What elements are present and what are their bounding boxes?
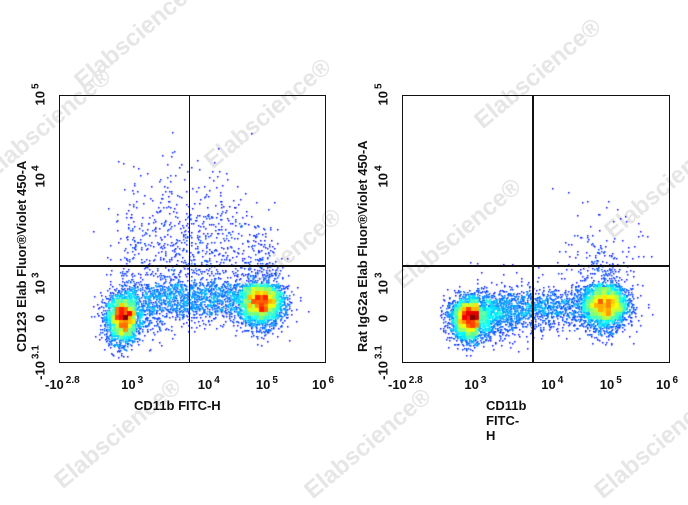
tick-base: 0 <box>375 314 391 323</box>
tick-base: 10 <box>121 377 136 392</box>
x-tick-label: 10 4 <box>198 375 220 392</box>
tick-exponent: 3 <box>30 272 42 278</box>
plot-frame <box>59 95 326 363</box>
tick-exponent: 4 <box>557 375 564 386</box>
watermark: Elabscience® <box>589 382 688 505</box>
plot-frame <box>402 95 670 363</box>
tick-exponent: 5 <box>616 375 622 386</box>
tick-base: 10 <box>312 377 327 392</box>
tick-base: 10 <box>541 377 556 392</box>
y-tick-label: 105 <box>374 75 391 115</box>
tick-base: 10 <box>599 377 615 392</box>
tick-base: 10 <box>375 173 391 188</box>
tick-base: 10 <box>375 279 391 295</box>
tick-base: -10 <box>45 377 64 392</box>
tick-base: 10 <box>32 91 48 106</box>
tick-exponent: 4 <box>30 165 42 172</box>
tick-exponent: 5 <box>30 83 42 90</box>
x-tick-label: 10 4 <box>541 375 563 392</box>
tick-exponent: 5 <box>373 83 385 90</box>
tick-base: -10 <box>32 361 48 380</box>
x-tick-label: 10 6 <box>312 375 334 392</box>
x-tick-label: -10 2.8 <box>45 375 80 392</box>
tick-exponent: 3.1 <box>373 345 385 360</box>
y-tick-label: 103 <box>31 263 48 303</box>
tick-base: 10 <box>32 173 48 188</box>
tick-exponent: 6 <box>672 375 679 386</box>
y-axis-label: CD123 Elab Fluor®Violet 450-A <box>14 160 29 352</box>
tick-base: 10 <box>375 91 391 106</box>
x-tick-label: 10 3 <box>464 375 486 392</box>
tick-base: -10 <box>388 377 407 392</box>
tick-exponent: 4 <box>214 375 220 386</box>
tick-base: 0 <box>32 314 48 323</box>
tick-base: 10 <box>464 377 479 392</box>
x-axis-label: CD11b FITC-H <box>486 398 527 443</box>
x-tick-label: 10 5 <box>600 375 622 392</box>
quadrant-gate-horizontal[interactable] <box>59 265 326 267</box>
tick-exponent: 2.8 <box>408 375 423 386</box>
tick-base: -10 <box>375 361 391 380</box>
tick-exponent: 3.1 <box>30 345 42 360</box>
plot-cd123: -10 2.8 10 3 10 4 10 5 10 6 -103.1 0 103 104 105 CD11b … <box>0 0 344 490</box>
x-tick-label: 10 6 <box>656 375 678 392</box>
x-axis-label: CD11b FITC-H <box>134 398 221 413</box>
quadrant-gate-vertical[interactable] <box>532 95 534 363</box>
tick-exponent: 5 <box>272 375 278 386</box>
tick-exponent: 3 <box>373 272 385 278</box>
event-dots <box>402 95 670 363</box>
plot-isotype: -10 2.8 10 3 10 4 10 5 10 6 -103.1 0 103 104 105 CD11b … <box>0 0 678 490</box>
x-tick-label: 10 5 <box>256 375 278 392</box>
y-tick-label: 105 <box>31 75 48 115</box>
quadrant-gate-vertical[interactable] <box>188 95 191 363</box>
tick-base: 10 <box>255 377 271 392</box>
x-tick-label: 10 3 <box>121 375 143 392</box>
x-tick-label: -10 2.8 <box>388 375 423 392</box>
tick-base: 10 <box>197 377 213 392</box>
tick-base: 10 <box>32 279 48 295</box>
tick-exponent: 3 <box>480 375 487 386</box>
y-axis-label: Rat IgG2a Elab Fluor®Violet 450-A <box>355 140 370 352</box>
tick-exponent: 4 <box>373 165 385 172</box>
tick-base: 10 <box>656 377 671 392</box>
y-tick-label: 104 <box>374 157 391 197</box>
y-tick-label: -103.1 <box>31 343 48 383</box>
event-dots <box>59 95 326 363</box>
y-tick-label: 104 <box>31 157 48 197</box>
quadrant-gate-horizontal[interactable] <box>402 265 670 267</box>
y-tick-label: 103 <box>374 263 391 303</box>
tick-exponent: 3 <box>137 375 144 386</box>
tick-exponent: 2.8 <box>65 375 80 386</box>
tick-exponent: 6 <box>328 375 335 386</box>
y-tick-label: -103.1 <box>374 343 391 383</box>
